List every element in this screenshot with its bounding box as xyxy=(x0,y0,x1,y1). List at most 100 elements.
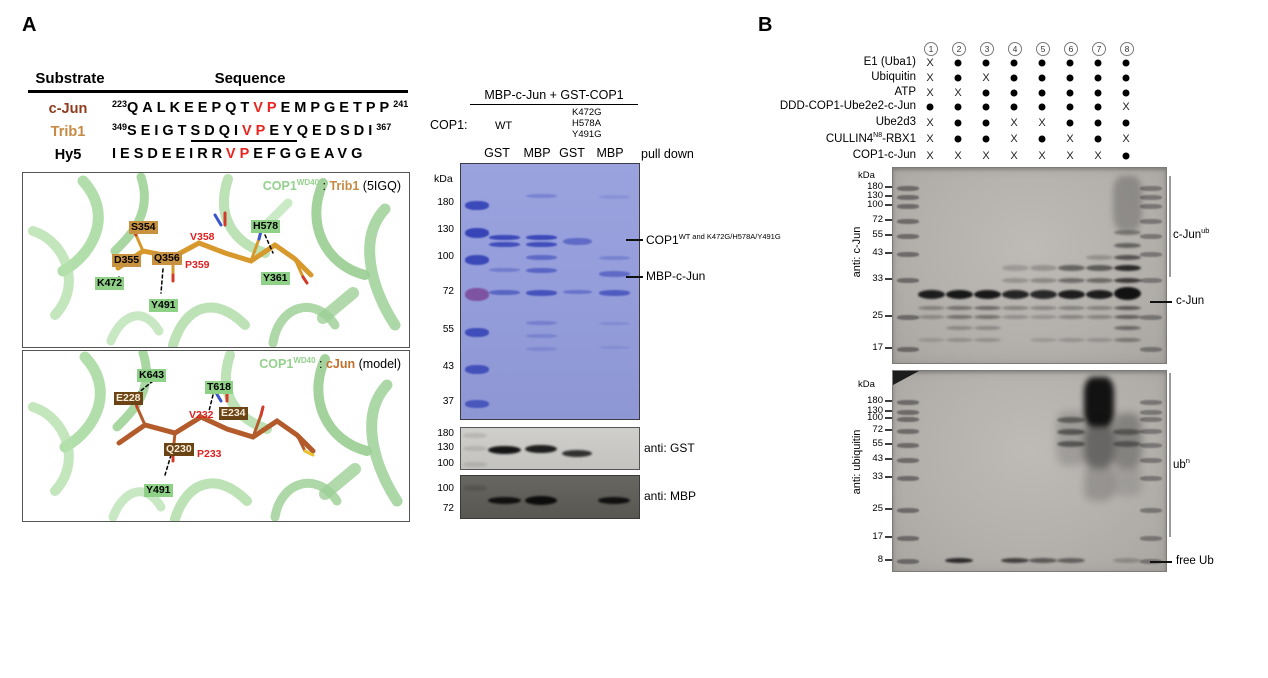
residue-label-h578: H578 xyxy=(251,220,281,233)
condition-absent-x: X xyxy=(1094,150,1102,162)
sequence-segment: EY xyxy=(269,123,297,142)
condition-absent-x: X xyxy=(954,150,962,162)
wb-sample-band xyxy=(1113,230,1141,235)
wb-sample-band xyxy=(1001,306,1029,310)
gel-sample-band xyxy=(598,195,630,199)
wb-ladder-band xyxy=(897,443,919,448)
title-suffix: (5IGQ) xyxy=(359,179,401,194)
gel-marker-72: 72 xyxy=(442,286,454,297)
wb-smear xyxy=(1112,466,1142,496)
wb-ladder-band xyxy=(1140,204,1162,209)
condition-present-dot xyxy=(954,135,962,143)
condition-present-dot xyxy=(1038,59,1046,67)
condition-absent-x: X xyxy=(926,87,934,99)
wb-marker-tick xyxy=(885,186,892,188)
gel-sample-band xyxy=(525,334,557,338)
wb-sample-band xyxy=(1029,306,1057,310)
condition-absent-x: X xyxy=(1122,133,1130,145)
wb-smear xyxy=(1056,411,1086,466)
condition-absent-x: X xyxy=(1122,101,1130,113)
wb-marker-tick xyxy=(885,252,892,254)
wb-sample-band xyxy=(1001,558,1029,563)
wb-sample-band xyxy=(1029,315,1057,319)
gel-sample-band xyxy=(562,290,592,294)
condition-absent-x: X xyxy=(926,57,934,69)
condition-present-dot xyxy=(1038,135,1046,143)
wb-marker-8: 8 xyxy=(877,554,883,565)
wb-sample-band xyxy=(1085,265,1113,271)
gel-sample-band xyxy=(525,194,557,198)
wb-sample-band xyxy=(1113,287,1141,300)
blot-band xyxy=(487,497,521,504)
wb-sample-band xyxy=(917,290,945,299)
gel-sample-band xyxy=(525,242,557,247)
title-separator: : xyxy=(315,357,326,372)
sequence-row: c-Jun 223QALKEEPQTVPEMPGETPP241 xyxy=(28,99,410,119)
blot-band xyxy=(487,446,521,454)
blot-label: anti: MBP xyxy=(644,489,697,503)
wb-ladder-band xyxy=(1140,347,1162,352)
wb-marker-130: 130 xyxy=(867,190,883,201)
wb-ladder-band xyxy=(1140,278,1162,283)
condition-absent-x: X xyxy=(954,87,962,99)
gel-marker-130: 130 xyxy=(437,224,454,235)
gel-ladder-band xyxy=(465,288,489,301)
lane-number-6: 6 xyxy=(1064,42,1078,56)
condition-present-dot xyxy=(1122,152,1130,160)
wb-sample-band xyxy=(1113,243,1141,248)
structure-panel-trib1: COP1WD40 : Trib1 (5IGQ) S354 D355 Q356 V358… xyxy=(22,172,410,350)
condition-present-dot xyxy=(1094,74,1102,82)
wb-ladder-band xyxy=(1140,186,1162,191)
wb-ladder-band xyxy=(1140,410,1162,415)
cop1-wd40-label: COP1WD40 xyxy=(262,178,320,194)
gel-ladder-band xyxy=(465,255,489,265)
gel-sample-band xyxy=(525,268,557,273)
sequence-segment: QEDSDI xyxy=(296,123,377,139)
wb-sample-band xyxy=(1113,558,1141,563)
residue-label-t618: T618 xyxy=(205,381,233,394)
gel-sample-band xyxy=(525,290,557,296)
wb-sample-band xyxy=(1057,265,1085,271)
residue-label-y361: Y361 xyxy=(261,272,290,285)
wb-ladder-band xyxy=(897,347,919,352)
gel-sample-band xyxy=(598,256,630,260)
wb-ladder-band xyxy=(897,186,919,191)
wb-marker-180: 180 xyxy=(867,181,883,192)
sequence-letters: IESDEEIRRVPEFGGEAVG xyxy=(112,146,366,162)
gel-marker-37: 37 xyxy=(442,396,454,407)
wb-sample-band xyxy=(1057,315,1085,319)
substrate-name: Trib1 xyxy=(50,124,86,140)
wb-marker-72: 72 xyxy=(872,214,883,225)
wb-marker-25: 25 xyxy=(872,310,883,321)
panel-a-label: A xyxy=(22,14,37,36)
wb-ladder-band xyxy=(1140,458,1162,463)
wb-sample-band xyxy=(1113,338,1141,342)
wb-sample-band xyxy=(1113,265,1141,271)
residue-label-p359: P359 xyxy=(185,259,210,271)
condition-label-atp: ATP xyxy=(894,86,916,98)
wb-sample-band xyxy=(1113,315,1141,319)
condition-present-dot xyxy=(1010,89,1018,97)
gel-sample-band xyxy=(598,346,630,349)
wb-marker-100: 100 xyxy=(867,199,883,210)
lane-number-1: 1 xyxy=(924,42,938,56)
annotation-bracket xyxy=(1169,373,1171,537)
wb-sample-band xyxy=(1113,441,1141,447)
wb-marker-17: 17 xyxy=(872,342,883,353)
wb-sample-band xyxy=(945,315,973,319)
residue-label-s354: S354 xyxy=(129,221,158,234)
gel-ladder-band xyxy=(465,328,489,337)
gel-sample-band xyxy=(598,271,630,277)
sequence-segment: QALKEEPQT xyxy=(127,100,254,116)
wb-sample-band xyxy=(1029,290,1057,299)
mutation-line: K472G xyxy=(572,107,602,118)
wb-ladder-band xyxy=(897,410,919,415)
wb-marker-33: 33 xyxy=(872,273,883,284)
wb-ladder-band xyxy=(897,429,919,434)
condition-label-cullin4: CULLIN4N8-RBX1 xyxy=(825,132,916,145)
wb-ladder-band xyxy=(897,315,919,320)
wb-sample-band xyxy=(945,326,973,330)
wb-sample-band xyxy=(973,315,1001,319)
gel-marker-100: 100 xyxy=(437,251,454,262)
condition-present-dot xyxy=(954,74,962,82)
